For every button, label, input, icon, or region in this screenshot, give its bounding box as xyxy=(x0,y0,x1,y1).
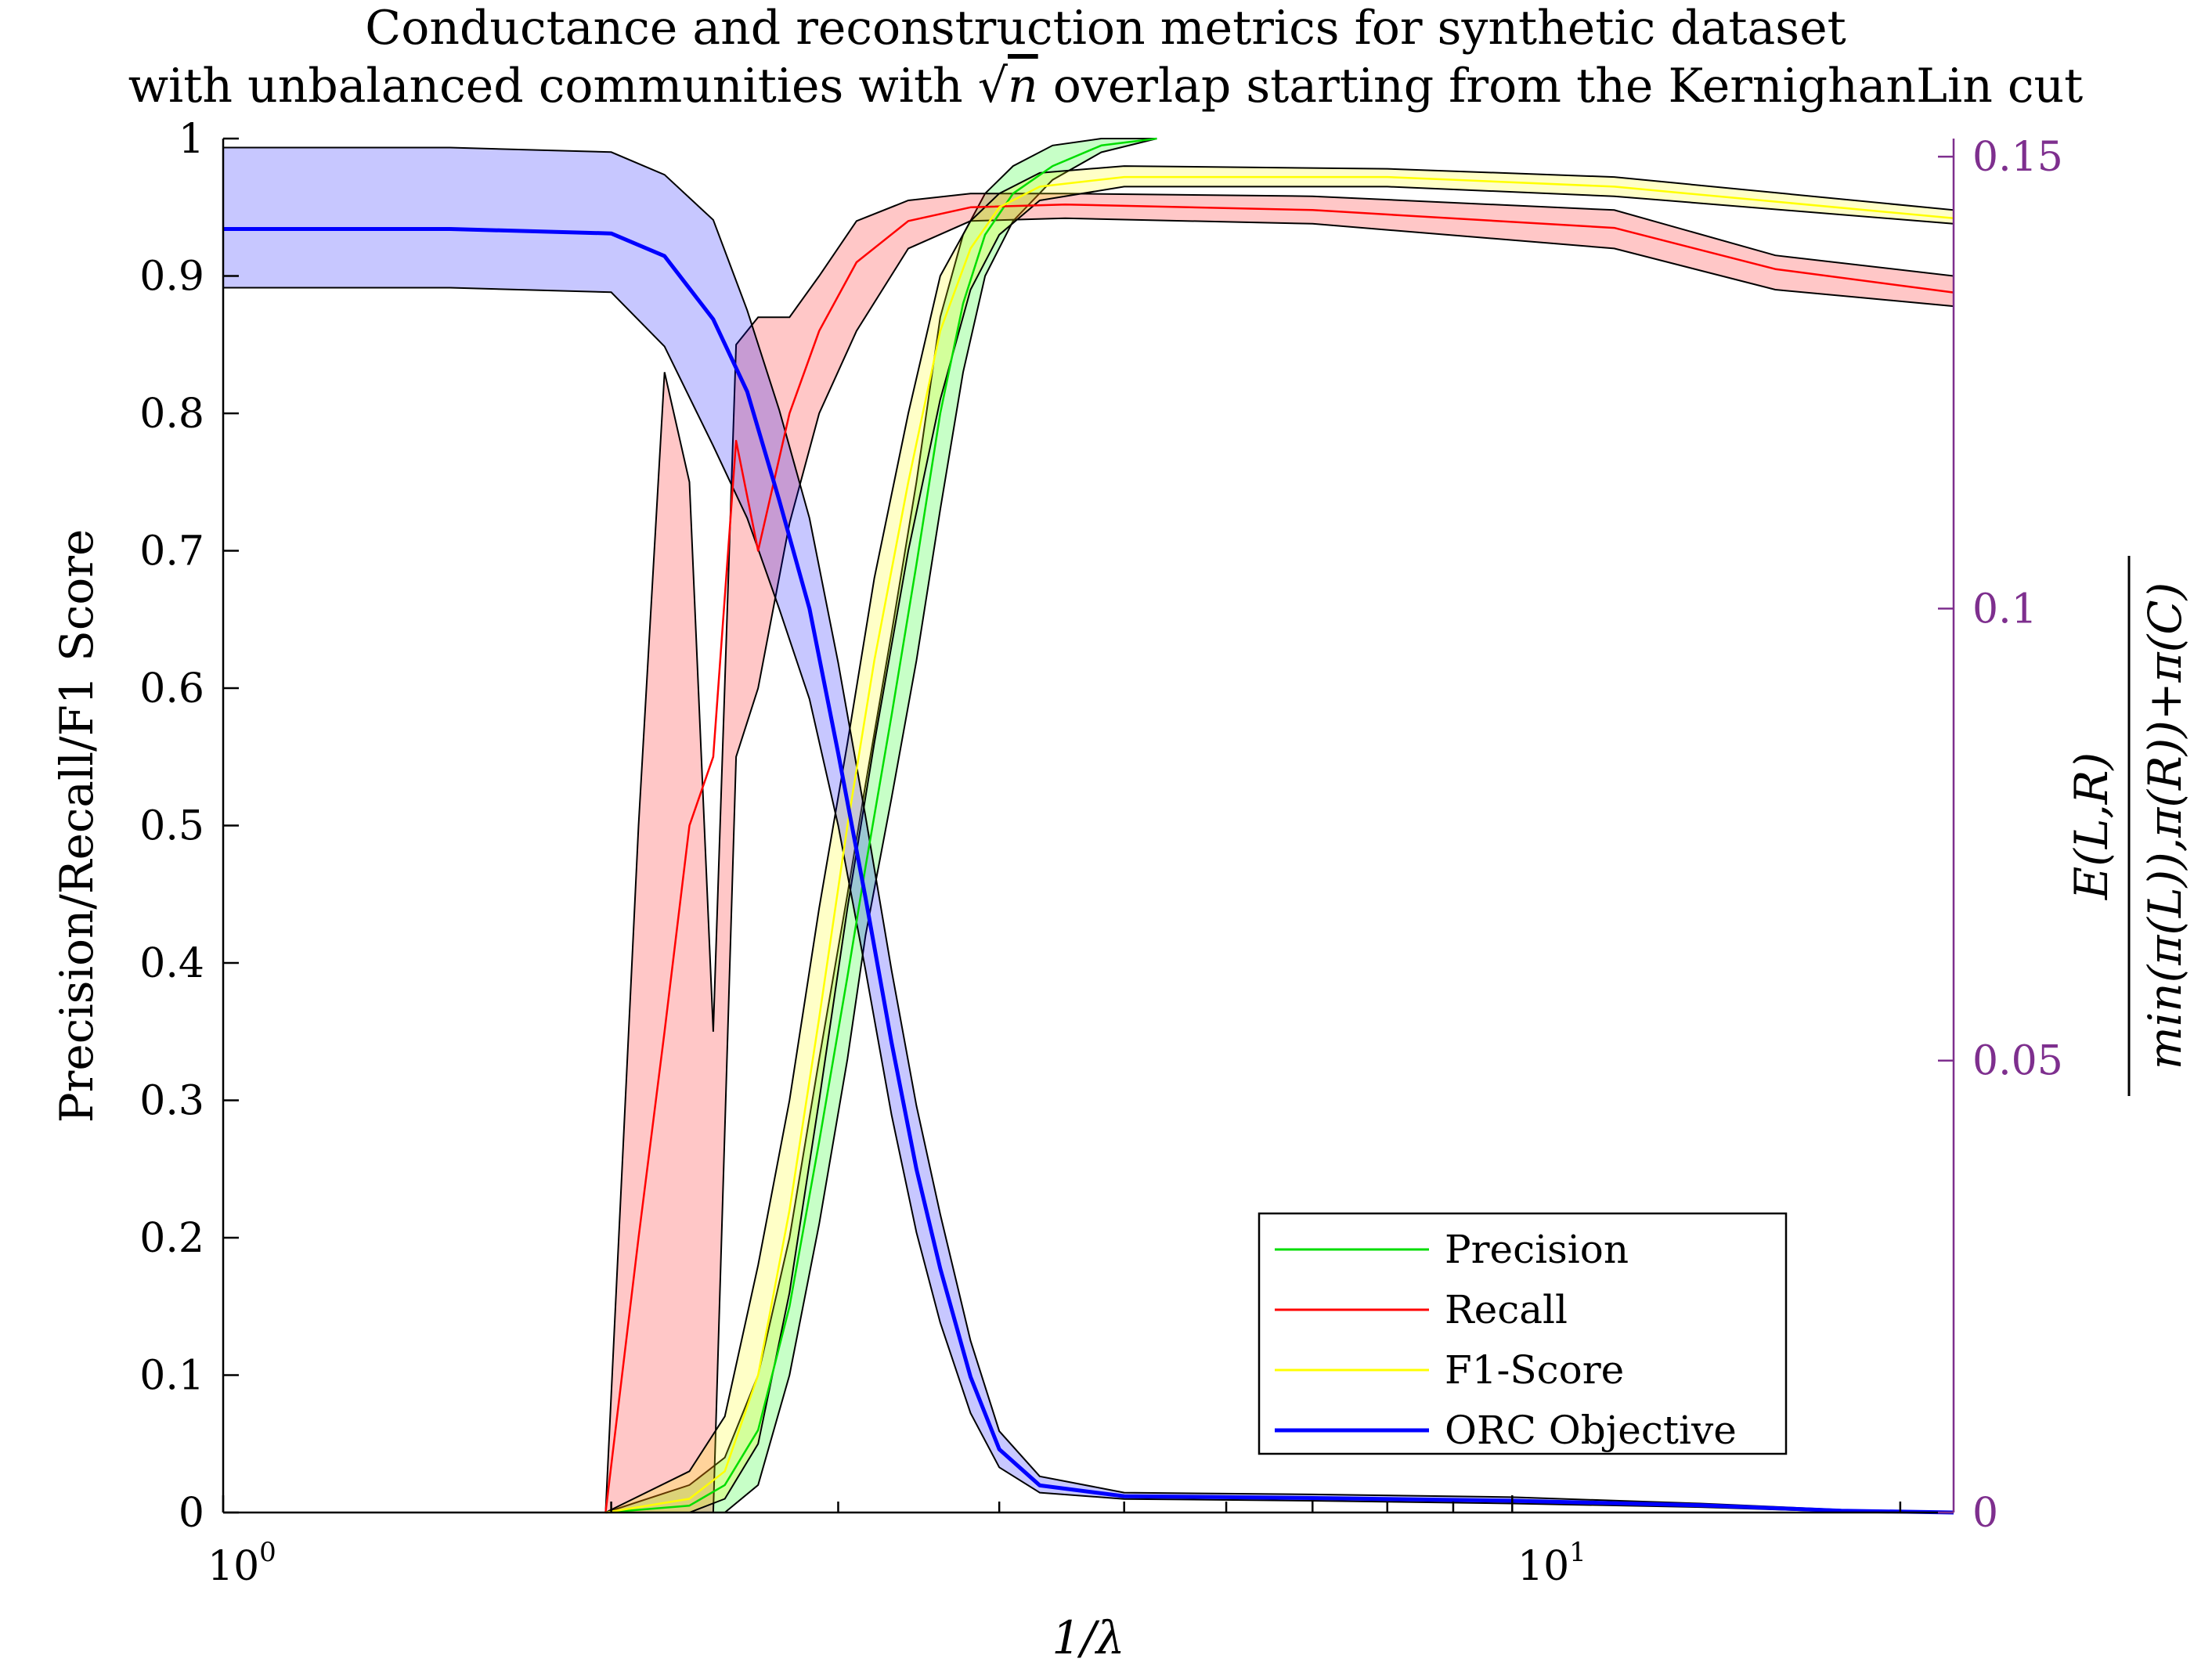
y-left-tick-label: 0.1 xyxy=(139,1353,204,1400)
legend-label-recall: Recall xyxy=(1445,1287,1568,1332)
legend-box xyxy=(1258,1212,1788,1455)
y-axis-right-label: E(L,R) min(π(L)),π(R))+π(C) xyxy=(2065,556,2192,1096)
x-axis-label: 1/λ xyxy=(1052,1611,1124,1664)
legend-label-orc: ORC Objective xyxy=(1445,1408,1737,1453)
y-left-tick-label: 0 xyxy=(179,1490,204,1537)
line-orc-objective xyxy=(223,227,1954,1515)
line-recall xyxy=(604,203,1954,1513)
y-left-tick-label: 0.9 xyxy=(139,254,204,301)
y-left-tick-label: 0.7 xyxy=(139,528,204,575)
y-left-tick-label: 1 xyxy=(179,116,204,163)
legend: Precision Recall F1-Score ORC Objective xyxy=(1258,1212,1788,1455)
y-left-tick-label: 0.5 xyxy=(139,803,204,850)
legend-label-f1: F1-Score xyxy=(1445,1347,1624,1393)
y-axis-left-label: Precision/Recall/F1 Score xyxy=(50,529,103,1123)
y-right-tick-label: 0.15 xyxy=(1972,134,2063,181)
y-left-tick-label: 0.4 xyxy=(139,940,204,987)
line-precision xyxy=(605,137,1157,1514)
y-left-tick-label: 0.6 xyxy=(139,665,204,712)
line-f1-score xyxy=(605,175,1954,1514)
y-left-tick-label: 0.3 xyxy=(139,1078,204,1125)
x-tick-label-10: 101 xyxy=(1517,1537,1586,1590)
y-axis-right-numerator: E(L,R) xyxy=(2065,752,2118,900)
y-right-tick-label: 0.1 xyxy=(1972,586,2037,633)
y-left-tick-label: 0.8 xyxy=(139,391,204,438)
x-tick-label-1: 100 xyxy=(207,1537,276,1590)
title-sqrt-symbol: √ xyxy=(978,59,1009,114)
axis-ticks: 0 0.1 0.2 0.3 0.4 0.5 0.6 0.7 0.8 0.9 1 0 0.05 0.1 0.1… xyxy=(139,116,2062,1537)
title-sqrt-var: n xyxy=(1008,59,1038,114)
y-right-tick-label: 0.05 xyxy=(1972,1038,2063,1085)
title-part-after: overlap starting from the KernighanLin c… xyxy=(1038,59,2084,114)
y-left-tick-label: 0.2 xyxy=(139,1215,204,1262)
title-part-before: with unbalanced communities with xyxy=(128,59,978,114)
chart-title-line1: Conductance and reconstruction metrics f… xyxy=(365,1,1846,56)
y-axis-right-denominator: min(π(L)),π(R))+π(C) xyxy=(2138,582,2192,1070)
series-lines xyxy=(223,137,1954,1515)
y-right-tick-label: 0 xyxy=(1972,1490,1998,1537)
chart-title-line2: with unbalanced communities with √n over… xyxy=(128,59,2084,114)
legend-label-precision: Precision xyxy=(1445,1227,1629,1272)
